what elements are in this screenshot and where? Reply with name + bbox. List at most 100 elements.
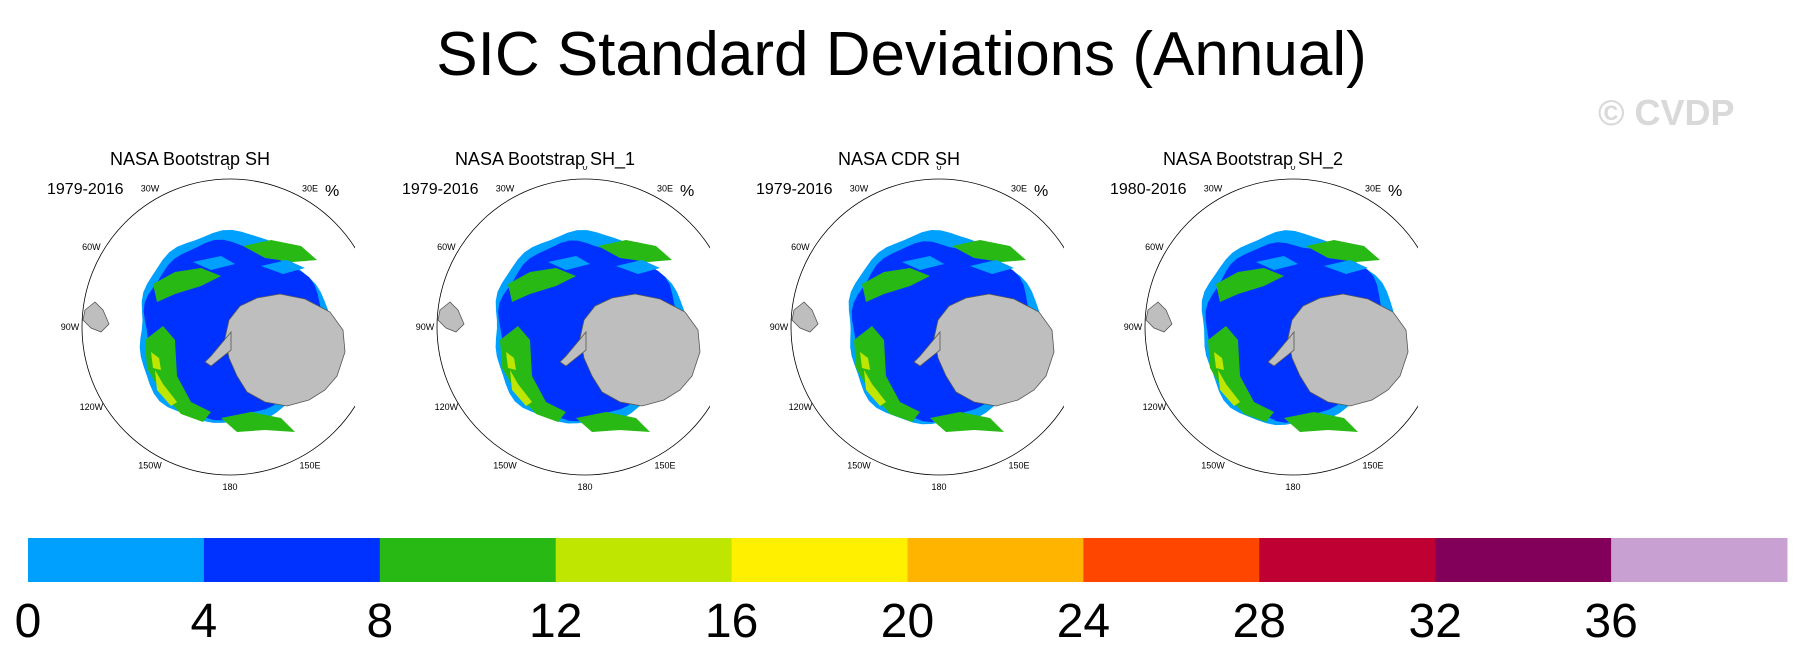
longitude-label: 180 [931, 482, 946, 492]
longitude-label: 30W [496, 183, 515, 193]
longitude-label: 180 [222, 482, 237, 492]
sic-field-8-16 [860, 352, 870, 370]
panel-years: 1980-2016 [1110, 181, 1187, 198]
longitude-label: 0 [227, 166, 232, 172]
antarctica-landmass [224, 293, 346, 407]
sic-field-8-16 [506, 352, 516, 370]
polar-map: 030E60E90E120E150E180150W120W90W60W30W [1124, 166, 1418, 492]
colorbar-tick-label: 16 [705, 595, 758, 648]
longitude-label: 120W [80, 402, 104, 412]
longitude-label: 150E [1008, 461, 1029, 471]
sic-field-8-16 [510, 370, 532, 406]
longitude-label: 90W [61, 322, 80, 332]
colorbar-tick-label: 0 [15, 595, 42, 648]
antarctica-landmass [933, 293, 1055, 407]
colorbar-segment [731, 538, 908, 582]
map-panel: NASA Bootstrap SH1979-2016%030E60E90E120… [25, 140, 355, 510]
sic-field-8-16 [952, 240, 1026, 262]
longitude-label: 90W [770, 322, 789, 332]
longitude-label: 150E [654, 461, 675, 471]
panel-units: % [325, 183, 340, 200]
colorbar-tick-label: 24 [1057, 595, 1110, 648]
colorbar-segment [1611, 538, 1788, 582]
panel-title: NASA Bootstrap SH [109, 149, 271, 169]
cvdp-watermark: © CVDP [1598, 92, 1735, 133]
panel-years: 1979-2016 [756, 181, 833, 198]
sic-field-0-4 [1324, 260, 1368, 274]
colorbar-tick-label: 4 [191, 595, 218, 648]
sic-field-8-16 [221, 412, 295, 432]
map-boundary [81, 178, 355, 476]
sic-field-0-4 [193, 256, 235, 270]
sic-field-8-16 [864, 370, 886, 406]
longitude-label: 120W [789, 402, 813, 412]
longitude-label: 60W [437, 242, 456, 252]
sic-field-8-16 [1306, 240, 1380, 262]
longitude-label: 0 [936, 166, 941, 172]
longitude-label: 30E [1365, 183, 1381, 193]
sic-field-0-4 [902, 256, 944, 270]
sic-field-8-16 [862, 268, 930, 302]
colorbar-tick-label: 28 [1233, 595, 1286, 648]
colorbar-segment [379, 538, 557, 582]
map-boundary [1144, 178, 1418, 476]
colorbar-tick-label: 20 [881, 595, 934, 648]
colorbar-segment [555, 538, 733, 582]
longitude-label: 150W [138, 461, 162, 471]
longitude-label: 30W [141, 183, 160, 193]
sic-field-0-4 [261, 260, 305, 274]
sic-field-8-16 [243, 240, 317, 262]
colorbar-tick-label: 12 [529, 595, 582, 648]
south-america-landmass [1145, 301, 1173, 333]
longitude-label: 30E [657, 183, 673, 193]
sic-field-8-16 [1208, 326, 1274, 422]
sic-field-0-4 [1256, 256, 1298, 270]
sic-field-8-16 [1214, 352, 1224, 370]
antarctic-peninsula [559, 330, 587, 367]
sic-field-8-16 [1216, 268, 1284, 302]
south-america-landmass [82, 301, 110, 333]
longitude-label: 150W [493, 461, 517, 471]
sic-field-8-16 [854, 326, 920, 422]
colorbar: 0 4 8 12 16 20 24 28 32 36 [15, 538, 1788, 648]
antarctic-peninsula [913, 330, 941, 367]
panel-units: % [1388, 183, 1403, 200]
colorbar-segment [907, 538, 1084, 582]
sic-field-0-4 [970, 260, 1014, 274]
panel-title: NASA CDR SH [837, 149, 961, 169]
sic-field-0-4 [548, 256, 590, 270]
antarctica-landmass [1287, 293, 1409, 407]
map-panel: NASA Bootstrap SH_11979-2016%030E60E90E1… [380, 140, 710, 510]
longitude-label: 60W [791, 242, 810, 252]
panel-title: NASA Bootstrap SH_1 [454, 149, 636, 169]
sic-field-8-16 [1218, 370, 1240, 406]
longitude-label: 30W [1204, 183, 1223, 193]
colorbar-segment [1259, 538, 1436, 582]
longitude-label: 120W [435, 402, 459, 412]
sic-field-8-16 [153, 268, 221, 302]
longitude-label: 90W [1124, 322, 1143, 332]
colorbar-segment [28, 538, 205, 582]
longitude-label: 60W [1145, 242, 1164, 252]
sic-field-8-16 [145, 326, 211, 422]
south-america-landmass [791, 301, 819, 333]
longitude-label: 180 [577, 482, 592, 492]
panel-units: % [1034, 183, 1049, 200]
longitude-label: 150E [299, 461, 320, 471]
colorbar-tick-label: 8 [366, 595, 393, 648]
sic-field-0-4 [616, 260, 660, 274]
longitude-label: 90W [416, 322, 435, 332]
sic-field-8-16 [508, 268, 576, 302]
south-america-landmass [437, 301, 465, 333]
colorbar-segment [1083, 538, 1260, 582]
longitude-label: 150E [1362, 461, 1383, 471]
panel-years: 1979-2016 [47, 181, 124, 198]
map-panel: NASA CDR SH1979-2016%030E60E90E120E150E1… [734, 140, 1064, 510]
antarctica-landmass [579, 293, 701, 407]
colorbar-segment [203, 538, 381, 582]
colorbar-segment [1435, 538, 1612, 582]
figure-title: SIC Standard Deviations (Annual) [436, 20, 1367, 89]
panel-title: NASA Bootstrap SH_2 [1162, 149, 1344, 169]
longitude-label: 30W [850, 183, 869, 193]
panel-years: 1979-2016 [402, 181, 479, 198]
